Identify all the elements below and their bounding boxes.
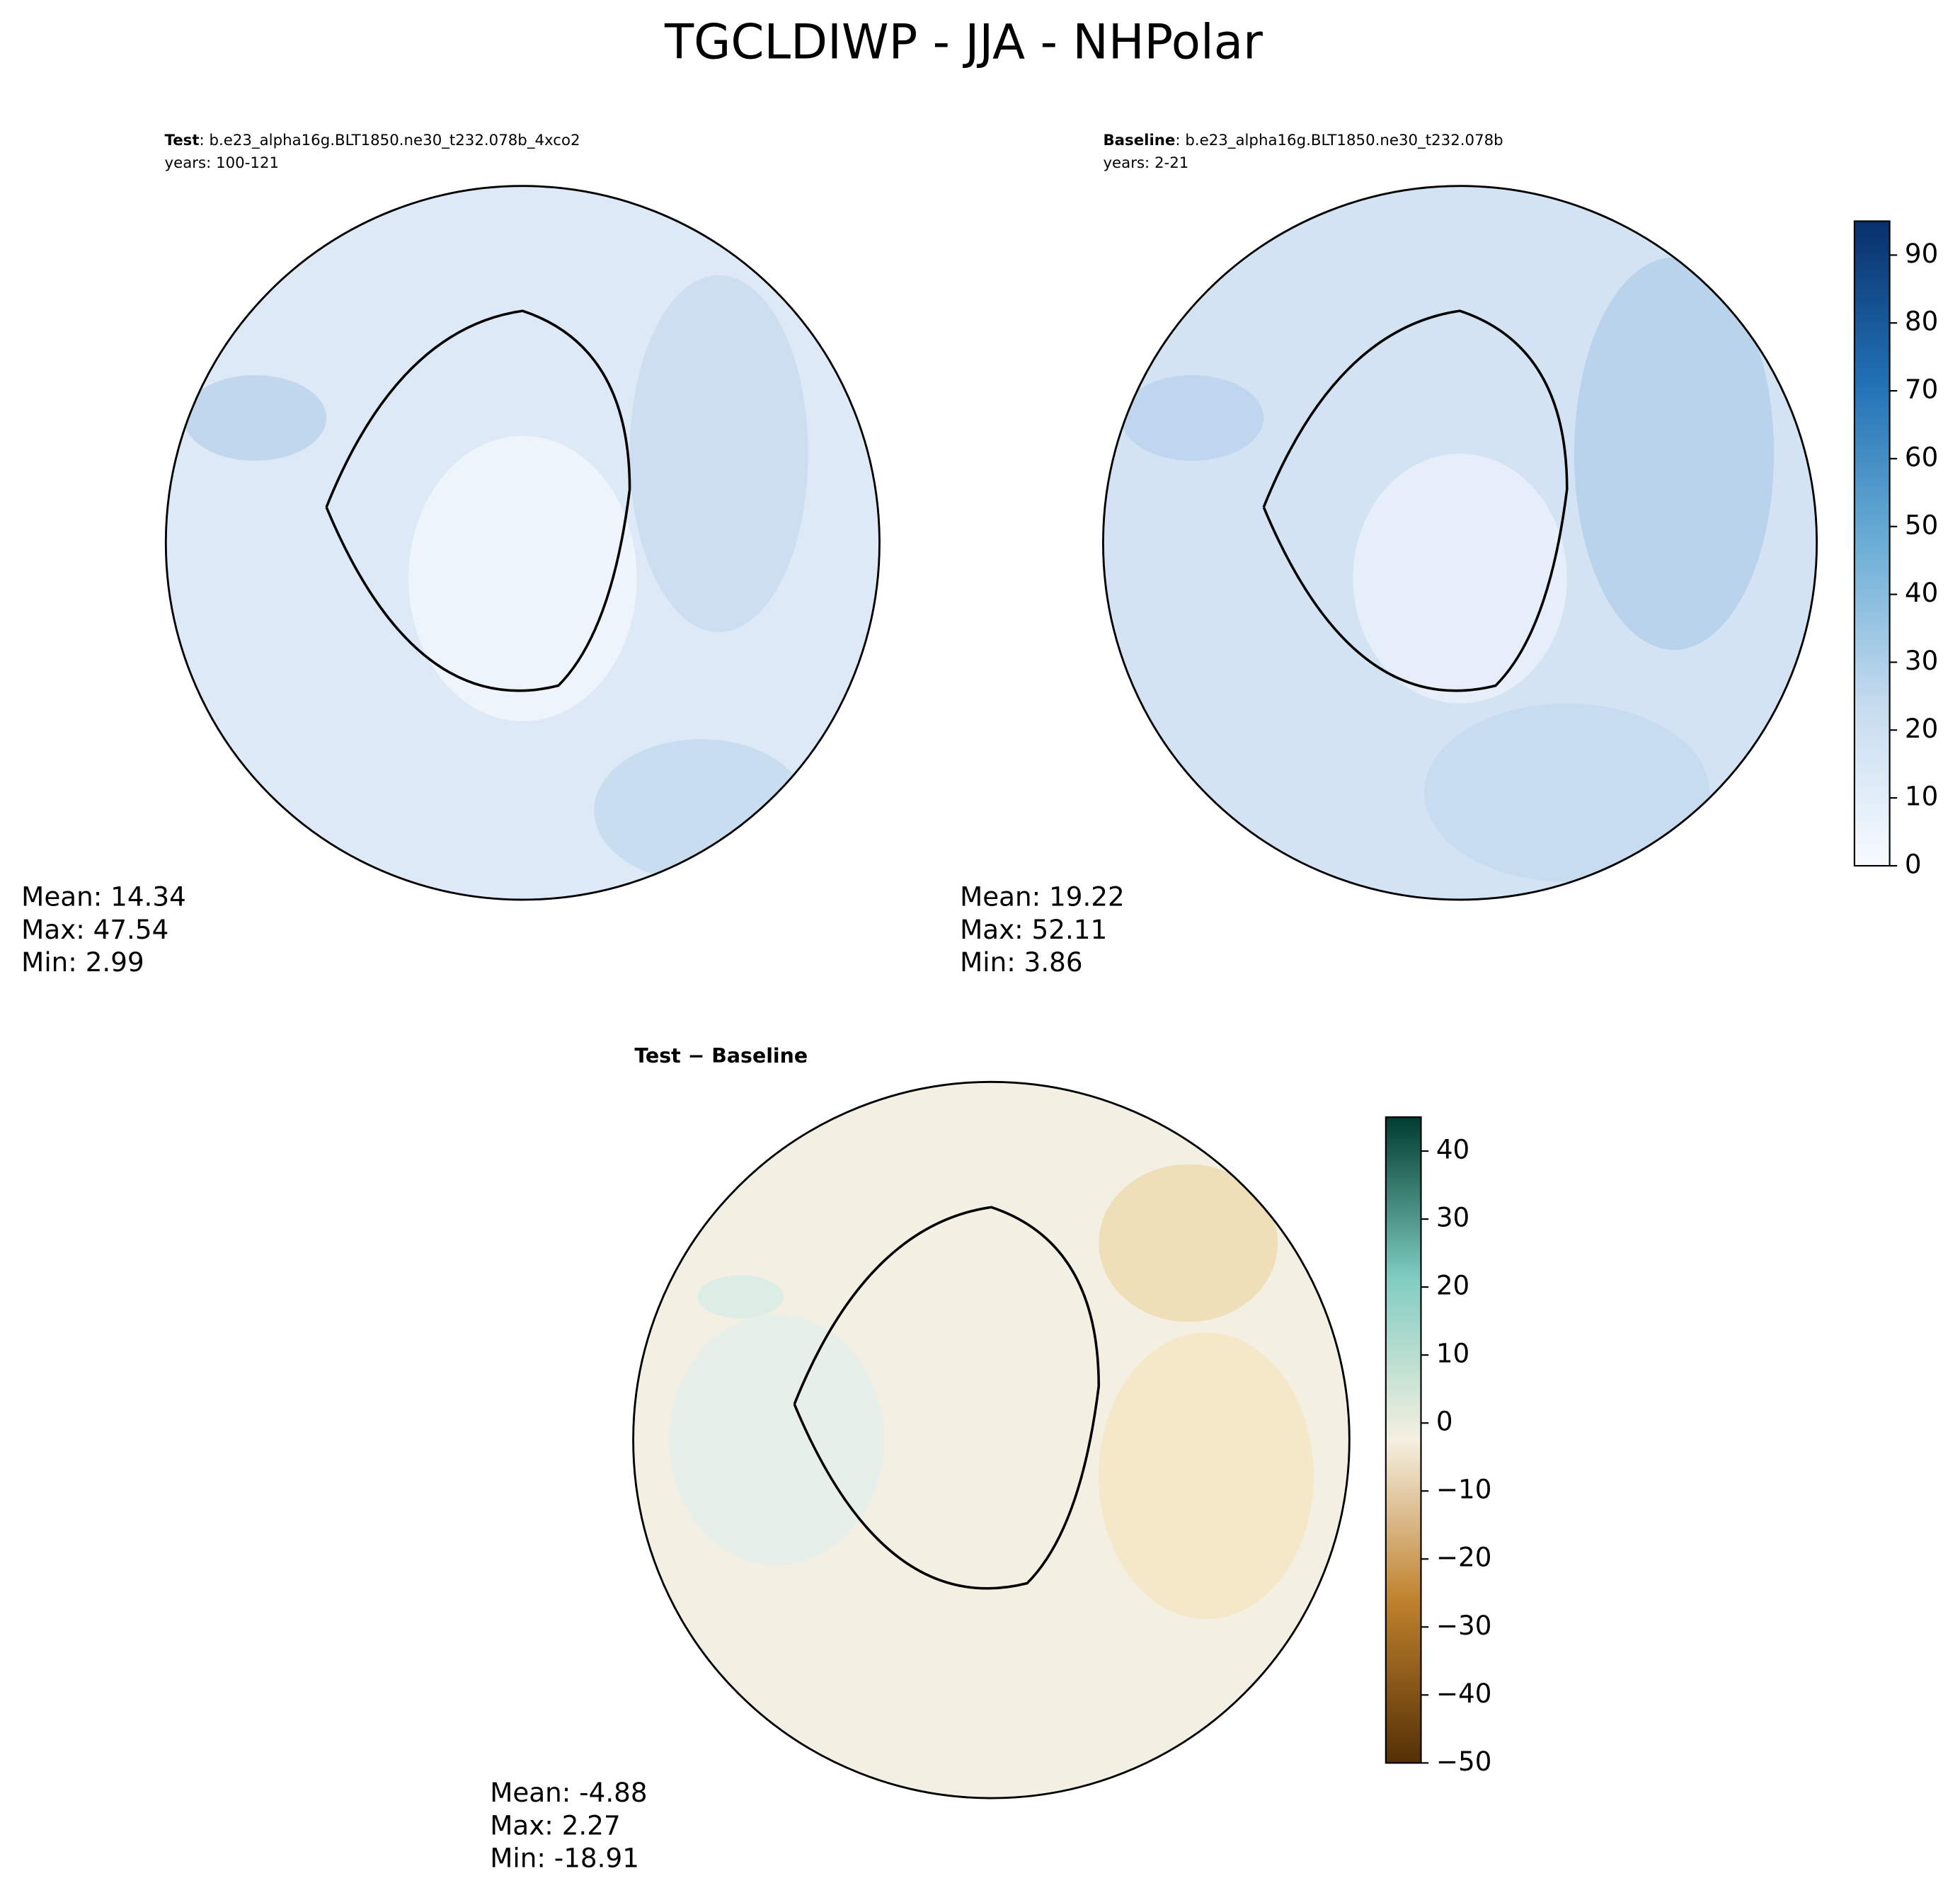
field-region (183, 374, 327, 461)
map-boundary (632, 1080, 1351, 1800)
panel-stat: Max: 52.11 (960, 914, 1107, 945)
colorbar (1853, 220, 1891, 867)
map-field (1121, 257, 1775, 882)
panel-title: Test: b.e23_alpha16g.BLT1850.ne30_t232.0… (165, 132, 580, 149)
coastline (1262, 309, 1569, 692)
colorbar-tick-label: 0 (1905, 849, 1922, 880)
colorbar (1385, 1116, 1422, 1764)
colorbar-tick-label: 0 (1436, 1406, 1453, 1437)
panel-stat: Min: -18.91 (490, 1843, 639, 1874)
field-region (697, 1275, 784, 1319)
panel-label: Baseline (1103, 132, 1175, 149)
panel-stat: Mean: 14.34 (21, 881, 186, 912)
panel-title: Baseline: b.e23_alpha16g.BLT1850.ne30_t2… (1103, 132, 1503, 149)
colorbar-tick-label: 40 (1905, 577, 1938, 608)
colorbar-tick-label: 10 (1436, 1338, 1469, 1369)
colorbar-tick-label: −10 (1436, 1474, 1492, 1505)
colorbar-tick-label: 40 (1436, 1134, 1469, 1165)
colorbar-tick-label: 30 (1436, 1202, 1469, 1233)
colorbar-tick-label: 30 (1905, 645, 1938, 676)
colorbar-tick-label: 50 (1905, 509, 1938, 540)
field-region (1424, 703, 1710, 882)
field-region (1099, 1332, 1314, 1620)
coastline (793, 1206, 1101, 1590)
colorbar-tick-label: 70 (1905, 374, 1938, 405)
panel-stat: Min: 3.86 (960, 946, 1083, 978)
colorbar-tick-label: 60 (1905, 441, 1938, 472)
panel-stat: Min: 2.99 (21, 946, 144, 978)
panel-label: Test (165, 132, 200, 149)
map-boundary (1102, 185, 1818, 901)
panel-label: Test − Baseline (634, 1044, 808, 1068)
colorbar-tick-label: −50 (1436, 1746, 1492, 1777)
field-region (1353, 453, 1567, 704)
colorbar-tick-label: −40 (1436, 1678, 1492, 1709)
panel-stat: Mean: 19.22 (960, 881, 1125, 912)
panel-years: years: 100-121 (165, 154, 280, 172)
panel-case: : b.e23_alpha16g.BLT1850.ne30_t232.078b_… (200, 132, 580, 149)
figure-title: TGCLDIWP - JJA - NHPolar (664, 13, 1263, 69)
coastline (325, 309, 631, 692)
field-region (1121, 374, 1264, 461)
colorbar-tick-label: 20 (1436, 1270, 1469, 1301)
panel-years: years: 2-21 (1103, 154, 1188, 172)
colorbar-tick-label: 80 (1905, 306, 1938, 337)
panel-case: : b.e23_alpha16g.BLT1850.ne30_t232.078b (1175, 132, 1503, 149)
field-region (1574, 257, 1775, 651)
colorbar-tick-label: 20 (1905, 713, 1938, 744)
field-region (408, 435, 637, 721)
field-region (594, 739, 808, 882)
panel-stat: Max: 47.54 (21, 914, 168, 945)
map-boundary (164, 185, 881, 901)
field-region (669, 1315, 884, 1566)
map-field (669, 1164, 1314, 1620)
field-region (629, 275, 808, 632)
colorbar-tick-label: 10 (1905, 781, 1938, 812)
colorbar-tick-label: 90 (1905, 238, 1938, 269)
panel-stat: Mean: -4.88 (490, 1777, 647, 1808)
colorbar-tick-label: −20 (1436, 1542, 1492, 1573)
colorbar-tick-label: −30 (1436, 1610, 1492, 1641)
panel-stat: Max: 2.27 (490, 1809, 620, 1841)
map-field (183, 275, 808, 882)
field-region (1099, 1164, 1278, 1322)
panel-title: Test − Baseline (634, 1044, 808, 1068)
